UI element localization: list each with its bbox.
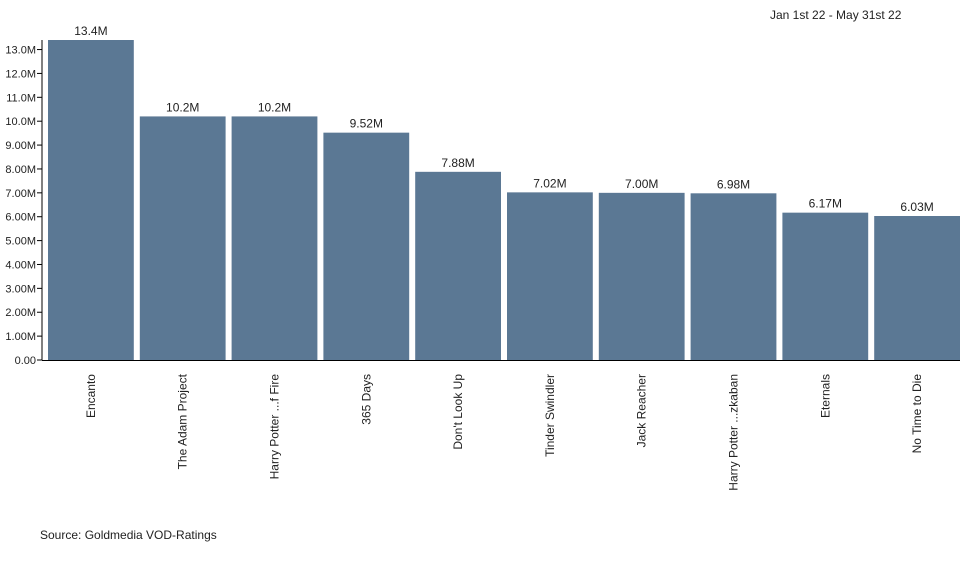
y-tick-label: 2.00M bbox=[5, 307, 36, 319]
y-tick-label: 8.00M bbox=[5, 164, 36, 176]
y-tick-label: 10.0M bbox=[5, 116, 36, 128]
y-tick-label: 0.00 bbox=[15, 355, 36, 367]
bar bbox=[415, 171, 501, 360]
data-label: 6.17M bbox=[809, 197, 842, 211]
data-label: 7.88M bbox=[441, 156, 474, 170]
y-tick-label: 1.00M bbox=[5, 331, 36, 343]
bar bbox=[139, 116, 226, 360]
category-label: Don't Look Up bbox=[451, 374, 465, 450]
data-label: 10.2M bbox=[166, 100, 199, 114]
category-label: Encanto bbox=[84, 374, 98, 418]
y-tick-label: 9.00M bbox=[5, 140, 36, 152]
bar-chart: 13.4M Encanto 10.2M The Adam Project 10.2M Ha… bbox=[5, 24, 960, 491]
y-tick-label: 7.00M bbox=[5, 188, 36, 200]
data-label: 6.03M bbox=[900, 200, 933, 214]
y-tick-label: 3.00M bbox=[5, 283, 36, 295]
data-label: 6.98M bbox=[717, 177, 750, 191]
category-label: Tinder Swindler bbox=[543, 374, 557, 457]
data-label: 9.52M bbox=[350, 117, 383, 131]
bar bbox=[690, 193, 777, 360]
bar bbox=[231, 116, 318, 360]
category-label: Eternals bbox=[818, 374, 832, 418]
category-label: The Adam Project bbox=[176, 373, 190, 469]
y-tick-label: 6.00M bbox=[5, 212, 36, 224]
y-tick-label: 12.0M bbox=[5, 68, 36, 80]
bar bbox=[323, 132, 410, 360]
bar bbox=[48, 40, 134, 360]
category-label: 365 Days bbox=[359, 374, 373, 425]
category-label: Harry Potter ...f Fire bbox=[268, 374, 282, 480]
data-label: 10.2M bbox=[258, 100, 291, 114]
y-tick-label: 13.0M bbox=[5, 45, 36, 57]
y-tick-label: 4.00M bbox=[5, 259, 36, 271]
y-tick-label: 5.00M bbox=[5, 236, 36, 248]
bar bbox=[874, 216, 960, 360]
data-label: 7.02M bbox=[533, 176, 566, 190]
date-range: Jan 1st 22 - May 31st 22 bbox=[770, 8, 902, 22]
y-tick-label: 11.0M bbox=[6, 92, 36, 104]
category-label: No Time to Die bbox=[910, 374, 924, 454]
category-label: Jack Reacher bbox=[635, 374, 649, 447]
bar bbox=[782, 212, 869, 360]
category-label: Harry Potter ...zkaban bbox=[727, 374, 741, 491]
data-label: 13.4M bbox=[74, 24, 107, 38]
bar bbox=[507, 192, 593, 360]
data-label: 7.00M bbox=[625, 177, 658, 191]
source-note: Source: Goldmedia VOD-Ratings bbox=[40, 528, 217, 542]
bar bbox=[598, 192, 685, 360]
